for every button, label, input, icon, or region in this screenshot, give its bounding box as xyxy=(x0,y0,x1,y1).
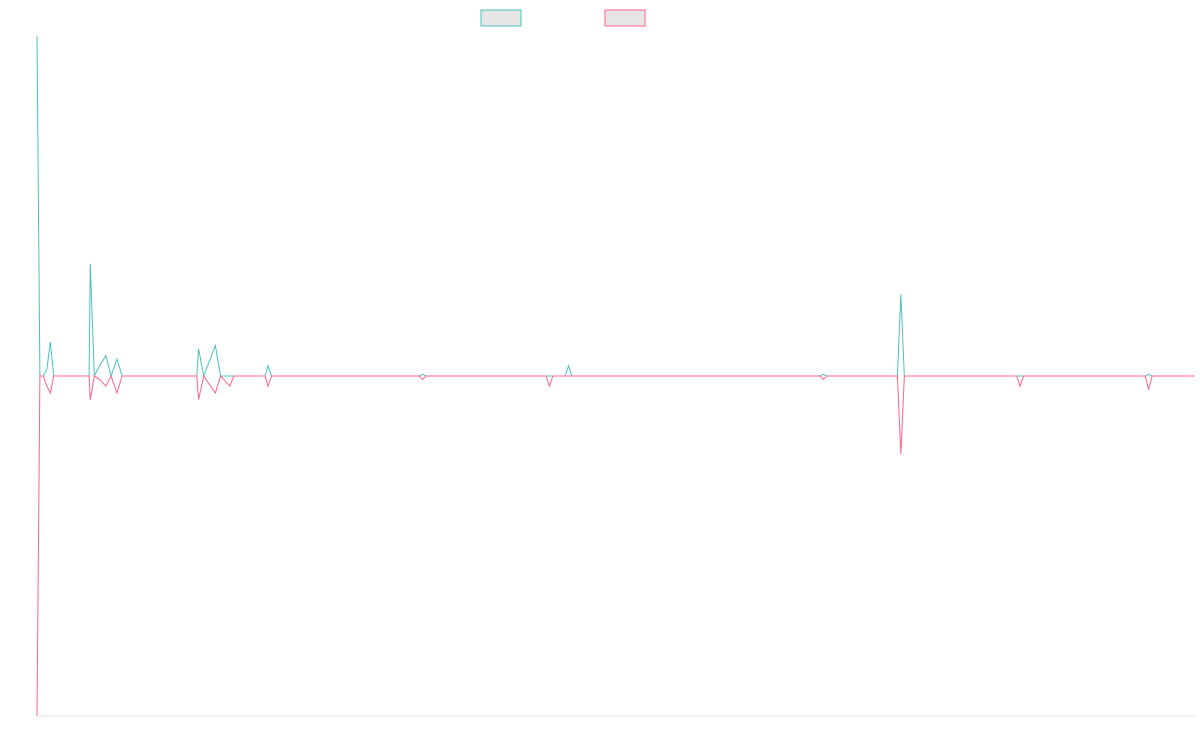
series-line-a xyxy=(36,35,1195,378)
series-line-b xyxy=(36,374,1195,717)
legend xyxy=(480,9,646,27)
legend-swatch-series-b[interactable] xyxy=(604,9,646,27)
plot-area xyxy=(36,35,1195,717)
legend-swatch-series-a[interactable] xyxy=(480,9,522,27)
